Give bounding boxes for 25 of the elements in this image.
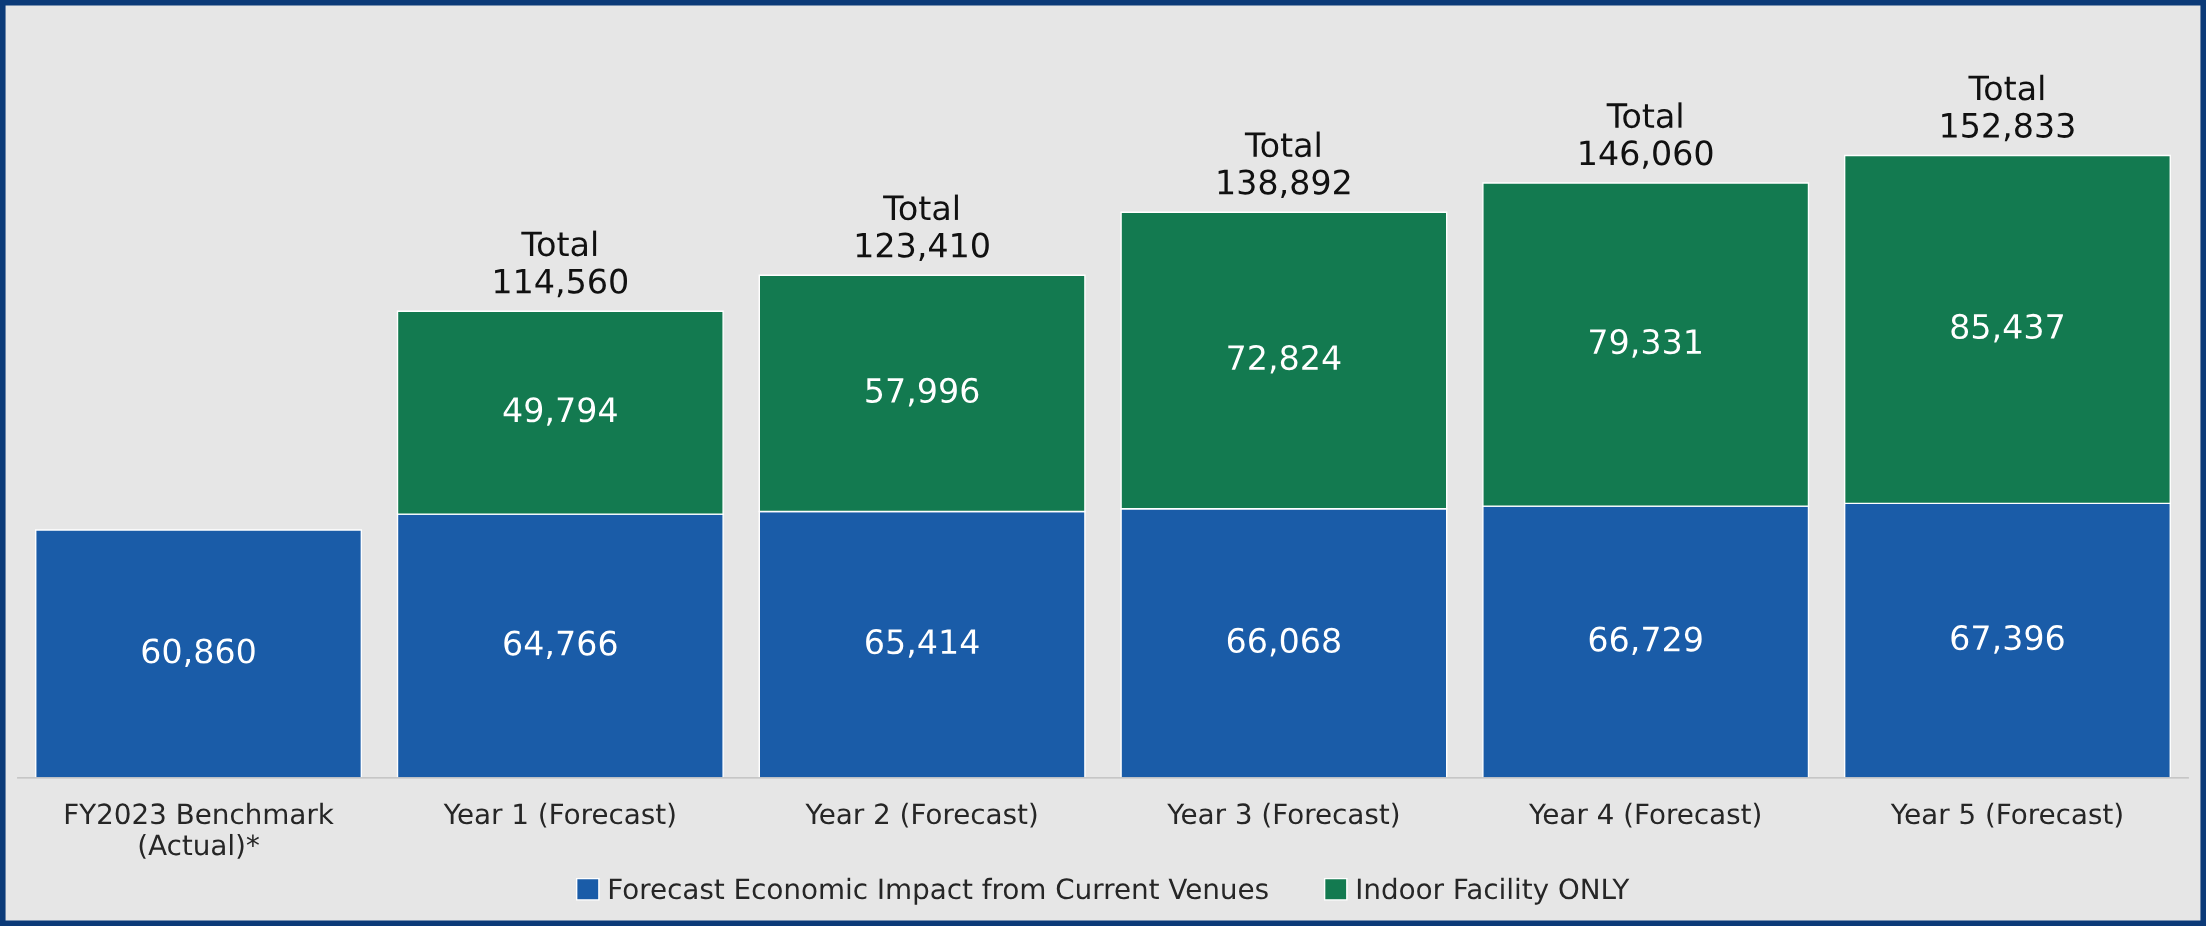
total-label: Total 123,410: [856, 194, 989, 262]
x-tick-label: Year 1 (Forecast): [443, 802, 675, 828]
total-label: Total 146,060: [1580, 102, 1713, 169]
x-tick-label: Year 4 (Forecast): [1528, 802, 1760, 828]
data-label: 60,860: [142, 638, 255, 667]
data-label: 64,766: [504, 630, 617, 660]
total-label: Total 152,833: [1942, 74, 2074, 142]
data-label: 67,396: [1951, 625, 2064, 654]
data-label: 66,068: [1227, 627, 1340, 657]
data-label: 66,729: [1589, 626, 1702, 656]
legend-label: Forecast Economic Impact from Current Venues: [609, 877, 1268, 905]
data-label: 85,437: [1951, 313, 2063, 343]
x-tick-label: Year 2 (Forecast): [805, 802, 1037, 828]
data-label: 57,996: [866, 377, 979, 407]
data-label: 72,824: [1228, 344, 1341, 374]
data-label: 49,794: [503, 397, 617, 426]
bar: [35, 529, 363, 778]
total-label: Total 138,892: [1218, 131, 1350, 199]
x-tick-label: Year 5 (Forecast): [1890, 802, 2122, 828]
x-tick-label: FY2023 Benchmark (Actual)*: [65, 802, 334, 859]
total-label: Total 114,560: [495, 230, 628, 298]
legend-label: Indoor Facility ONLY: [1357, 877, 1630, 905]
x-tick-label: Year 3 (Forecast): [1167, 802, 1399, 828]
data-label: 65,414: [866, 629, 979, 658]
data-label: 79,331: [1590, 329, 1701, 358]
